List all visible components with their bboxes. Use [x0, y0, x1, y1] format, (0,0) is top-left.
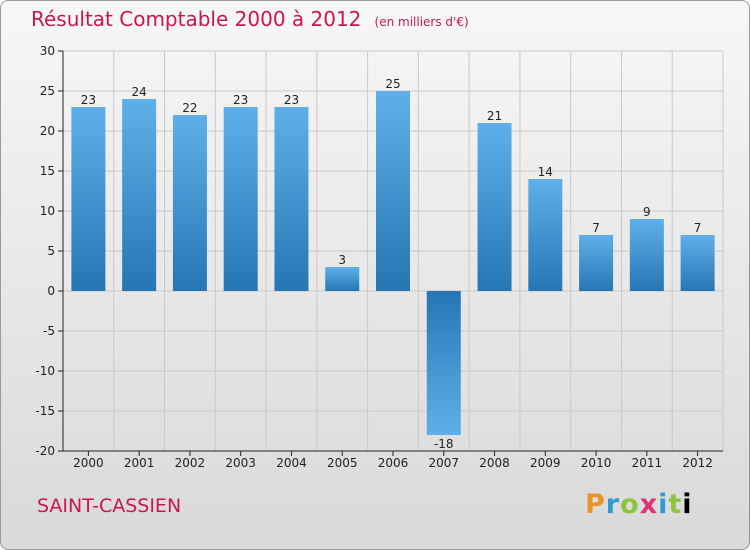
- logo-letter: o: [620, 489, 640, 520]
- data-label: 14: [538, 165, 553, 179]
- bar: [579, 235, 614, 291]
- data-label: 23: [284, 93, 299, 107]
- y-tick-label: -10: [35, 364, 55, 378]
- logo-letter: x: [639, 489, 659, 520]
- bar: [376, 91, 410, 291]
- x-tick-label: 2007: [428, 456, 459, 470]
- y-tick-label: 30: [40, 44, 55, 58]
- x-tick-label: 2008: [479, 456, 510, 470]
- logo-letter: t: [668, 489, 683, 520]
- data-label: 22: [182, 101, 197, 115]
- x-tick-label: 2012: [682, 456, 713, 470]
- y-tick-label: -15: [35, 404, 55, 418]
- x-tick-label: 2004: [276, 456, 307, 470]
- y-tick-label: -5: [43, 324, 55, 338]
- data-label: 23: [81, 93, 96, 107]
- bar: [223, 107, 258, 291]
- y-tick-label: -20: [35, 444, 55, 458]
- data-label: 21: [487, 109, 502, 123]
- data-label: 9: [643, 205, 651, 219]
- label-layer: 23 24 22 23 23 3 25 -18 21 14 7 9 7: [81, 77, 702, 451]
- data-label: 25: [385, 77, 400, 91]
- data-label: 7: [694, 221, 702, 235]
- y-tick-label: 10: [40, 204, 55, 218]
- chart-title: Résultat Comptable 2000 à 2012 (en milli…: [31, 7, 469, 31]
- bar: [71, 107, 106, 291]
- x-tick-label: 2006: [378, 456, 409, 470]
- bar-layer: [71, 91, 715, 435]
- y-tick-label: 0: [47, 284, 55, 298]
- x-tick-label: 2003: [225, 456, 256, 470]
- commune-name: SAINT-CASSIEN: [37, 495, 182, 517]
- title-main: Résultat Comptable 2000 à 2012: [31, 7, 362, 31]
- bar: [528, 179, 563, 291]
- y-tick-label: 5: [47, 244, 55, 258]
- bar: [629, 219, 664, 291]
- x-tick-label: 2011: [632, 456, 663, 470]
- data-label: 23: [233, 93, 248, 107]
- logo-letter: r: [605, 489, 621, 520]
- bar: [325, 267, 360, 291]
- logo-letter: P: [585, 489, 606, 520]
- x-tick-label: 2009: [530, 456, 561, 470]
- axis-layer: 30 25 20 15 10 5 0 -5 -10 -15 -20 2000 2001 2002 2003 2…: [35, 44, 723, 470]
- proxiti-logo: Proxiti: [585, 489, 693, 520]
- data-label: -18: [434, 437, 454, 451]
- data-label: 7: [592, 221, 600, 235]
- bar: [274, 107, 309, 291]
- bar: [477, 123, 512, 291]
- data-label: 24: [132, 85, 147, 99]
- logo-letter: i: [682, 489, 693, 520]
- bar: [680, 235, 715, 291]
- x-tick-label: 2000: [73, 456, 104, 470]
- y-tick-label: 15: [40, 164, 55, 178]
- y-tick-label: 25: [40, 84, 55, 98]
- y-tick-label: 20: [40, 124, 55, 138]
- data-label: 3: [338, 253, 346, 267]
- logo-letter: i: [658, 489, 669, 520]
- x-tick-label: 2005: [327, 456, 358, 470]
- x-tick-label: 2002: [175, 456, 206, 470]
- bar: [172, 115, 207, 291]
- bar: [122, 99, 157, 291]
- title-unit: (en milliers d'€): [374, 15, 469, 29]
- x-tick-label: 2010: [581, 456, 612, 470]
- x-tick-label: 2001: [124, 456, 155, 470]
- bar: [426, 291, 461, 435]
